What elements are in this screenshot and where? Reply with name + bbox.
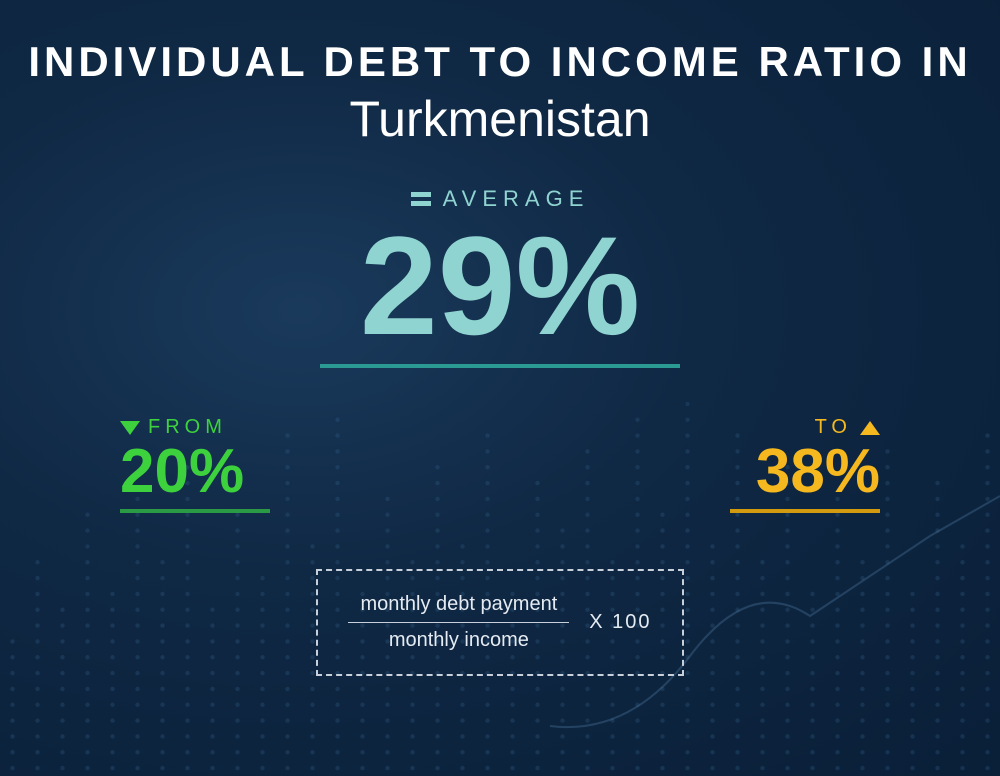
from-underline <box>120 509 270 513</box>
average-value: 29% <box>320 216 680 356</box>
average-bars-icon <box>411 192 431 206</box>
triangle-up-icon <box>860 421 880 435</box>
title-main: INDIVIDUAL DEBT TO INCOME RATIO IN <box>0 38 1000 86</box>
to-label: TO <box>815 416 852 439</box>
to-value: 38% <box>730 441 880 503</box>
to-underline <box>730 509 880 513</box>
bar-top <box>411 192 431 197</box>
bar-bottom <box>411 201 431 206</box>
formula-denominator: monthly income <box>348 623 569 658</box>
to-block: TO 38% <box>730 416 880 513</box>
formula-box: monthly debt payment monthly income X 10… <box>316 569 683 676</box>
average-underline <box>320 364 680 368</box>
formula-multiplier: X 100 <box>589 611 651 634</box>
title-country: Turkmenistan <box>0 90 1000 148</box>
formula-fraction: monthly debt payment monthly income <box>348 587 569 658</box>
formula-numerator: monthly debt payment <box>348 587 569 622</box>
average-block: AVERAGE 29% <box>320 186 680 368</box>
from-block: FROM 20% <box>120 416 270 513</box>
from-label: FROM <box>148 416 227 439</box>
from-value: 20% <box>120 441 270 503</box>
triangle-down-icon <box>120 421 140 435</box>
